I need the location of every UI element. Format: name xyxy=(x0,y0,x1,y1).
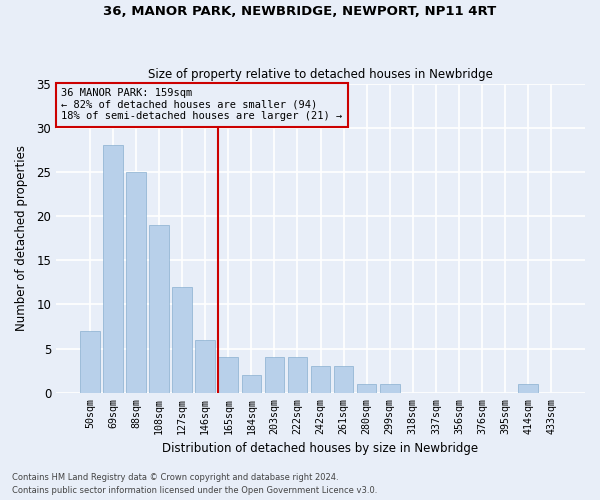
Bar xyxy=(334,366,353,393)
X-axis label: Distribution of detached houses by size in Newbridge: Distribution of detached houses by size … xyxy=(163,442,479,455)
Bar xyxy=(357,384,376,393)
Bar xyxy=(311,366,331,393)
Bar xyxy=(518,384,538,393)
Text: 36, MANOR PARK, NEWBRIDGE, NEWPORT, NP11 4RT: 36, MANOR PARK, NEWBRIDGE, NEWPORT, NP11… xyxy=(103,5,497,18)
Title: Size of property relative to detached houses in Newbridge: Size of property relative to detached ho… xyxy=(148,68,493,81)
Bar xyxy=(149,225,169,393)
Bar xyxy=(265,358,284,393)
Text: 36 MANOR PARK: 159sqm
← 82% of detached houses are smaller (94)
18% of semi-deta: 36 MANOR PARK: 159sqm ← 82% of detached … xyxy=(61,88,343,122)
Bar xyxy=(172,287,192,393)
Bar xyxy=(80,331,100,393)
Bar xyxy=(242,375,261,393)
Bar xyxy=(126,172,146,393)
Text: Contains HM Land Registry data © Crown copyright and database right 2024.
Contai: Contains HM Land Registry data © Crown c… xyxy=(12,474,377,495)
Bar xyxy=(380,384,400,393)
Bar xyxy=(218,358,238,393)
Bar xyxy=(103,146,123,393)
Bar xyxy=(287,358,307,393)
Bar xyxy=(196,340,215,393)
Y-axis label: Number of detached properties: Number of detached properties xyxy=(15,145,28,331)
